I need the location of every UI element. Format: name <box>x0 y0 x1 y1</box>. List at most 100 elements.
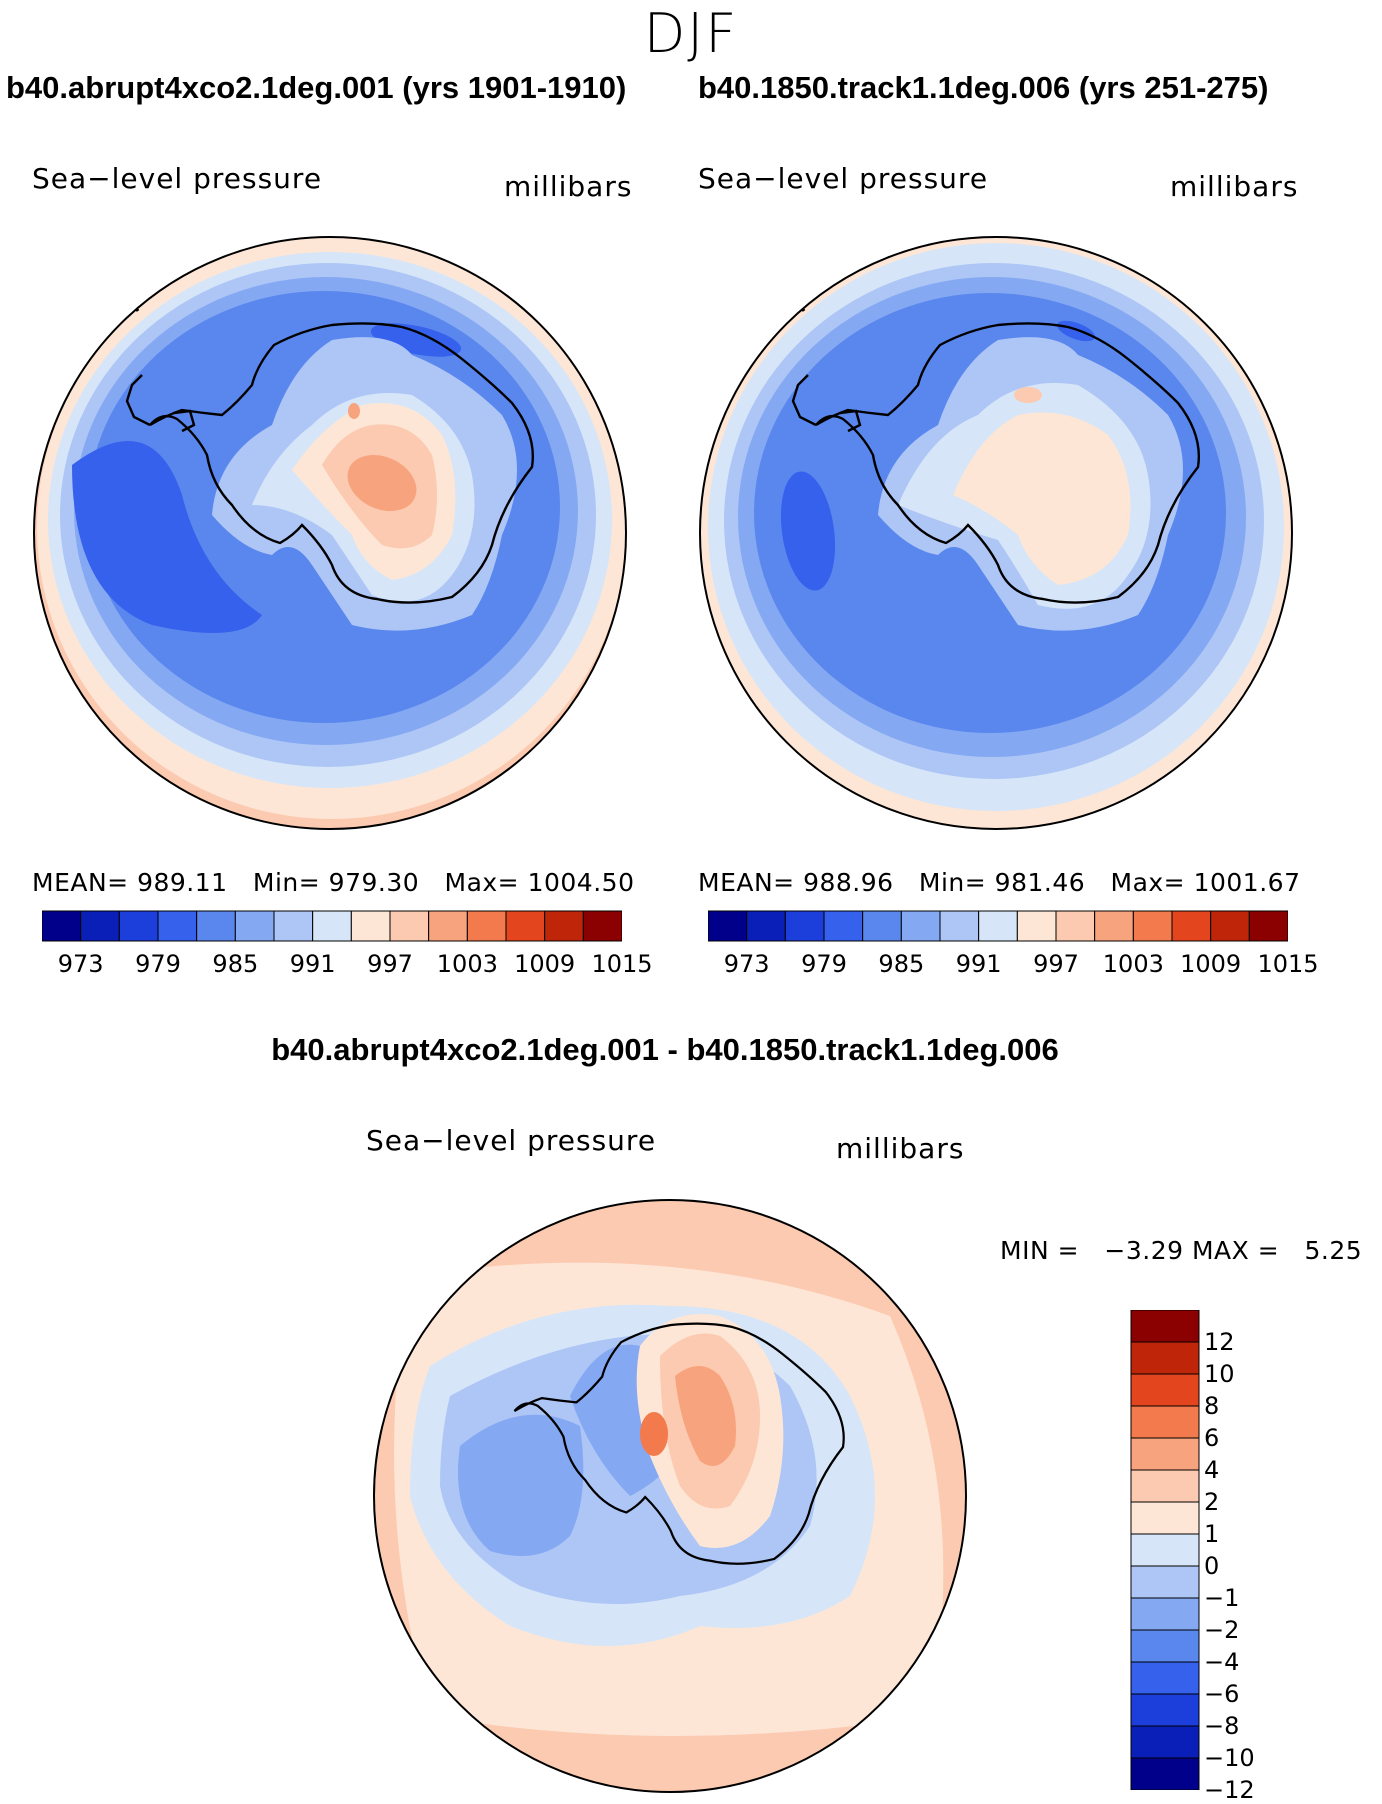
right-colorbar-swatch <box>708 910 748 942</box>
season-title: DJF <box>643 2 739 65</box>
right-colorbar-tick-label: 979 <box>801 950 847 978</box>
right-mean-label: MEAN= <box>698 868 795 897</box>
diff-colorbar-tick-label: −6 <box>1204 1680 1240 1708</box>
right-colorbar-ticks: 973 979 985 991 997 1003 1009 1015 <box>708 950 1319 980</box>
left-colorbar-swatch <box>505 910 546 942</box>
left-low-pressure-cell <box>72 441 262 633</box>
diff-colorbar-swatch <box>1130 1565 1200 1599</box>
diff-colorbar-tick-label: −12 <box>1204 1776 1255 1804</box>
right-variable-label: Sea−level pressure <box>698 162 989 195</box>
diff-colorbar-tick-label: −1 <box>1204 1584 1240 1612</box>
right-min-label: Min= <box>918 868 987 897</box>
right-stats-line: MEAN= 988.96 Min= 981.46 Max= 1001.67 <box>698 868 1300 897</box>
right-colorbar-swatch <box>784 910 825 942</box>
left-colorbar-swatch <box>582 910 622 942</box>
left-max-label: Max= <box>444 868 520 897</box>
left-colorbar-swatch <box>428 910 468 942</box>
diff-contour-band <box>458 1414 584 1556</box>
left-colorbar-swatch <box>312 910 352 942</box>
right-antarctica-fill <box>953 412 1131 585</box>
right-colorbar-tick-label: 1003 <box>1102 950 1164 978</box>
left-colorbar-swatch <box>544 910 584 942</box>
right-colorbar-swatch <box>823 910 864 942</box>
left-coastline <box>173 409 196 433</box>
diff-min-value: −3.29 <box>1104 1236 1184 1265</box>
left-low-pressure-cell <box>370 323 462 357</box>
diff-colorbar-tick-label: 10 <box>1204 1360 1235 1388</box>
diff-colorbar-tick-label: 1 <box>1204 1520 1220 1548</box>
diff-colorbar-tick-label: −4 <box>1204 1648 1240 1676</box>
diff-coastline <box>513 1322 845 1565</box>
right-coastline <box>815 322 1200 604</box>
left-colorbar-tick-label: 997 <box>367 950 413 978</box>
right-max-value: 1001.67 <box>1193 868 1301 897</box>
diff-colorbar-swatch <box>1130 1373 1200 1407</box>
diff-polar-map <box>373 1199 967 1793</box>
right-colorbar-tick-label: 973 <box>723 950 770 978</box>
diff-colorbar-tick-label: 6 <box>1204 1424 1220 1452</box>
left-high-pressure-cell <box>347 454 417 512</box>
diff-map-border <box>373 1199 967 1793</box>
left-stats-line: MEAN= 989.11 Min= 979.30 Max= 1004.50 <box>32 868 634 897</box>
diff-colorbar-tick-label: 12 <box>1204 1328 1235 1356</box>
right-colorbar <box>708 910 1288 942</box>
diff-colorbar-swatch <box>1130 1629 1200 1663</box>
left-colorbar-swatch <box>273 910 314 942</box>
left-colorbar-swatch <box>389 910 430 942</box>
right-colorbar-swatch <box>746 910 786 942</box>
right-colorbar-tick-label: 991 <box>955 950 1002 978</box>
left-colorbar-swatch <box>350 910 391 942</box>
right-colorbar-swatch <box>1132 910 1173 942</box>
right-mean-value: 988.96 <box>803 868 894 897</box>
diff-max-value: 5.25 <box>1304 1236 1363 1265</box>
right-units-label: millibars <box>1170 170 1299 203</box>
left-units-label: millibars <box>504 170 633 203</box>
left-colorbar-tick-label: 985 <box>212 950 259 978</box>
left-max-value: 1004.50 <box>527 868 635 897</box>
diff-colorbar-tick-label: 4 <box>1204 1456 1220 1484</box>
diff-variable-label: Sea−level pressure <box>366 1124 657 1157</box>
right-colorbar-swatch <box>862 910 902 942</box>
left-colorbar-swatch <box>466 910 507 942</box>
right-colorbar-swatch <box>1171 910 1212 942</box>
diff-colorbar-tick-label: −10 <box>1204 1744 1255 1772</box>
left-colorbar-tick-label: 979 <box>135 950 181 978</box>
diff-min-label: MIN = <box>1000 1236 1080 1265</box>
left-panel-title: b40.abrupt4xco2.1deg.001 (yrs 1901-1910) <box>6 70 627 105</box>
right-colorbar-swatch <box>1248 910 1288 942</box>
right-colorbar-tick-label: 997 <box>1033 950 1079 978</box>
left-variable-label: Sea−level pressure <box>32 162 323 195</box>
diff-coastline <box>470 1265 478 1273</box>
left-min-value: 979.30 <box>328 868 420 897</box>
left-map-border <box>33 236 627 830</box>
diff-colorbar-swatch <box>1130 1693 1200 1727</box>
left-coastline <box>48 364 56 376</box>
left-colorbar <box>42 910 622 942</box>
right-colorbar-tick-label: 985 <box>878 950 925 978</box>
left-colorbar-tick-label: 1015 <box>591 950 653 978</box>
diff-colorbar-swatch <box>1130 1725 1200 1759</box>
diff-panel-title: b40.abrupt4xco2.1deg.001 - b40.1850.trac… <box>271 1032 1059 1067</box>
right-low-pressure-cell <box>780 471 836 591</box>
left-colorbar-tick-label: 1009 <box>514 950 576 978</box>
right-high-pressure-cell <box>1014 387 1042 403</box>
diff-max-anomaly-cell <box>640 1412 668 1456</box>
left-min-label: Min= <box>252 868 321 897</box>
diff-colorbar-ticks: 12 10 8 6 4 2 1 0 −1 −2 −4 −6 −8 −10 −12 <box>1204 1310 1284 1804</box>
left-coastline <box>149 322 534 604</box>
left-coastline <box>125 374 151 427</box>
right-colorbar-swatch <box>1055 910 1096 942</box>
diff-max-label: MAX = <box>1191 1236 1280 1265</box>
left-colorbar-tick-label: 991 <box>289 950 336 978</box>
right-min-value: 981.46 <box>994 868 1086 897</box>
diff-colorbar-tick-label: 8 <box>1204 1392 1220 1420</box>
right-colorbar-swatch <box>939 910 980 942</box>
diff-colorbar <box>1130 1310 1200 1790</box>
diff-units-label: millibars <box>836 1132 965 1165</box>
diff-colorbar-swatch <box>1130 1405 1200 1439</box>
left-colorbar-swatch <box>80 910 120 942</box>
left-colorbar-ticks: 973 979 985 991 997 1003 1009 1015 <box>42 950 653 980</box>
right-max-label: Max= <box>1110 868 1186 897</box>
diff-colorbar-tick-label: −8 <box>1204 1712 1240 1740</box>
diff-colorbar-tick-label: 0 <box>1204 1552 1220 1580</box>
